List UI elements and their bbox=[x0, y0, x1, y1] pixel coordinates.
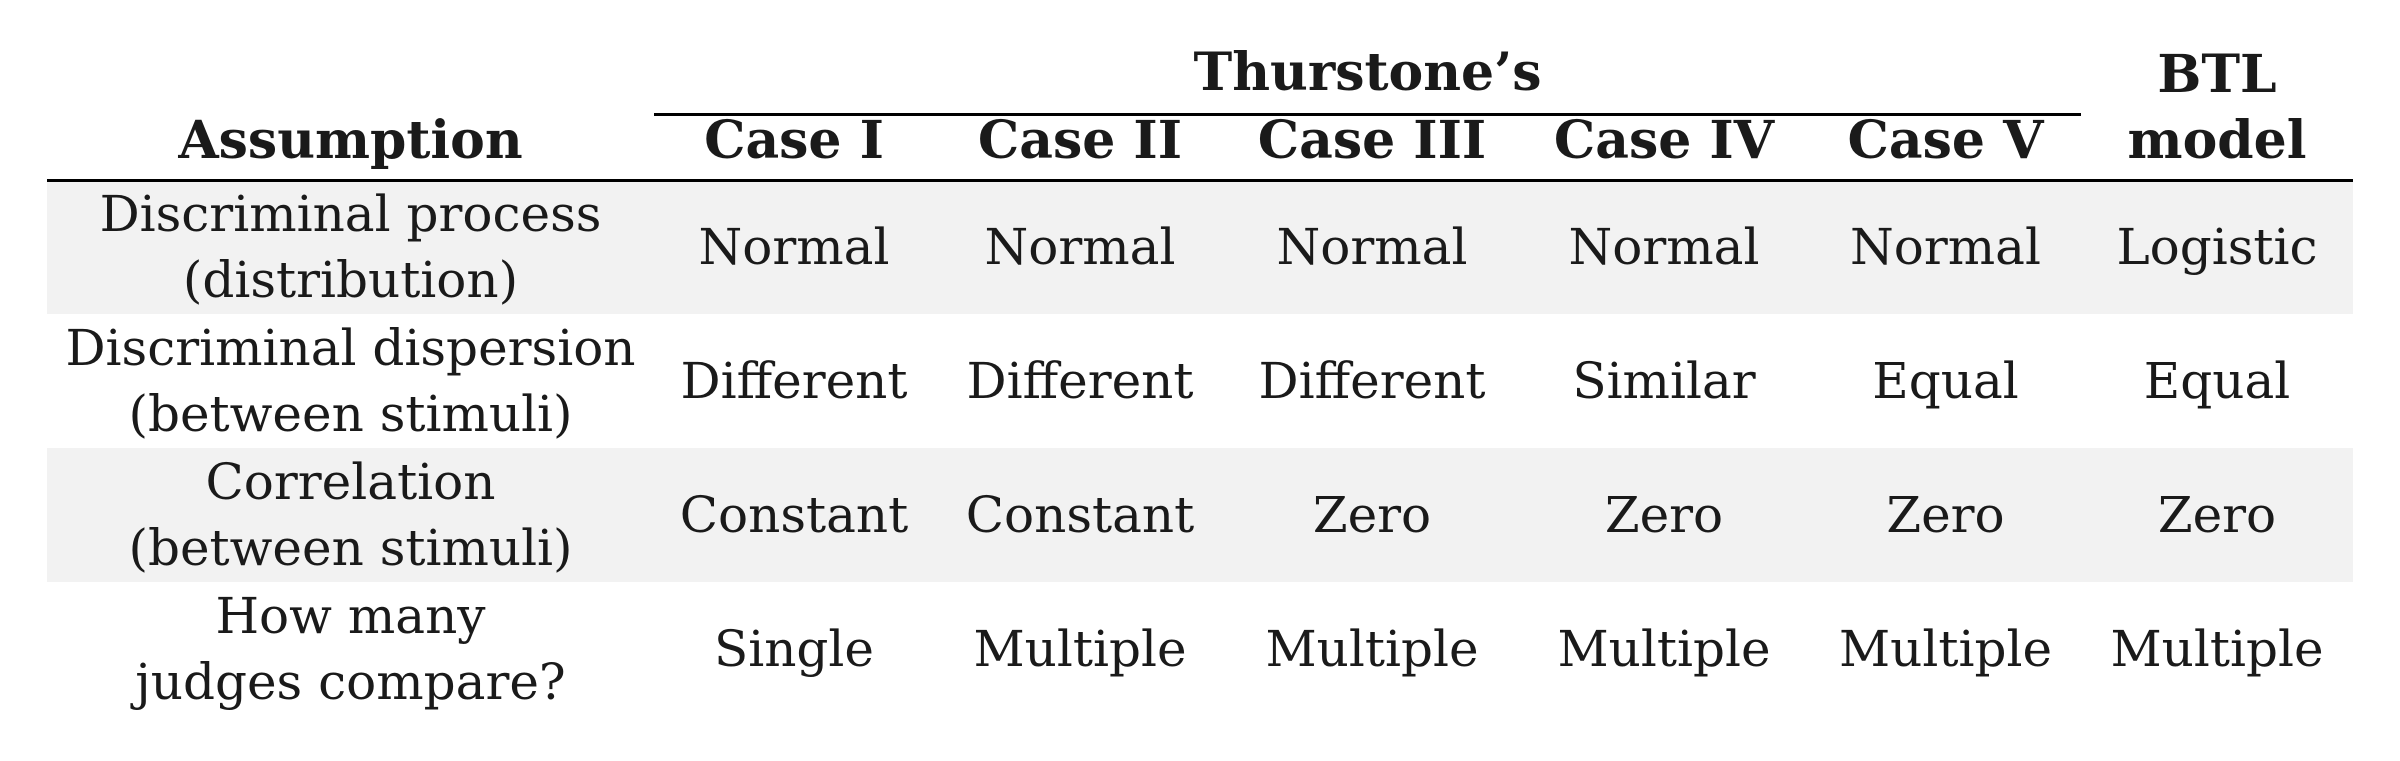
row-label-line1: How many bbox=[215, 587, 486, 645]
row-label-line2: judges compare? bbox=[135, 653, 566, 711]
table-cell: Constant bbox=[965, 486, 1195, 544]
row-shading bbox=[47, 180, 2353, 314]
table-cell: Normal bbox=[984, 218, 1176, 276]
table-cell: Different bbox=[1258, 352, 1486, 410]
table-cell: Logistic bbox=[2116, 218, 2318, 276]
row-2-label: Discriminal dispersion (between stimuli) bbox=[47, 314, 654, 448]
table-cell: Zero bbox=[1886, 486, 2005, 544]
row-label-line1: Discriminal process bbox=[99, 185, 602, 243]
row-label-line1: Correlation bbox=[205, 453, 496, 511]
table-cell: Normal bbox=[1276, 218, 1468, 276]
header-bottom-rule bbox=[47, 179, 2353, 182]
table-cell: Normal bbox=[1568, 218, 1760, 276]
header-btl-model: BTL model bbox=[2081, 40, 2353, 176]
row-label-line2: (between stimuli) bbox=[128, 385, 573, 443]
table-cell: Multiple bbox=[1838, 620, 2053, 678]
table-cell: Different bbox=[680, 352, 908, 410]
row-4-label: How many judges compare? bbox=[47, 582, 654, 716]
row-1-label: Discriminal process (distribution) bbox=[47, 180, 654, 314]
row-label-line1: Discriminal dispersion bbox=[65, 319, 636, 377]
table-cell: Zero bbox=[1312, 486, 1432, 544]
group-header-thurstone: Thurstone’s bbox=[1193, 42, 1542, 103]
header-btl-line1: BTL bbox=[2157, 44, 2277, 105]
header-case-2: Case II bbox=[977, 110, 1183, 171]
table-cell: Normal bbox=[1850, 218, 2041, 276]
header-case-1: Case I bbox=[704, 110, 884, 171]
row-3-label: Correlation (between stimuli) bbox=[47, 448, 654, 582]
table-cell: Multiple bbox=[1265, 620, 1479, 678]
table-cell: Constant bbox=[679, 486, 909, 544]
table-cell: Multiple bbox=[1557, 620, 1771, 678]
table-cell: Zero bbox=[2157, 486, 2277, 544]
row-label-line2: (between stimuli) bbox=[128, 519, 573, 577]
table-cell: Equal bbox=[1872, 352, 2019, 410]
header-case-4: Case IV bbox=[1553, 110, 1775, 171]
table-cell: Normal bbox=[698, 218, 890, 276]
header-case-3: Case III bbox=[1257, 110, 1487, 171]
group-header-rule bbox=[654, 113, 2081, 116]
header-assumption: Assumption bbox=[178, 110, 523, 171]
table-cell: Multiple bbox=[2110, 620, 2324, 678]
row-shading bbox=[47, 448, 2353, 582]
header-btl-line2: model bbox=[2127, 110, 2307, 171]
row-label-line2: (distribution) bbox=[182, 251, 519, 309]
table-cell: Different bbox=[966, 352, 1194, 410]
table-cell: Equal bbox=[2143, 352, 2291, 410]
header-case-5: Case V bbox=[1847, 110, 2044, 171]
table-cell: Single bbox=[713, 620, 875, 678]
table-cell: Zero bbox=[1604, 486, 1724, 544]
table-cell: Similar bbox=[1572, 352, 1756, 410]
table-cell: Multiple bbox=[973, 620, 1187, 678]
